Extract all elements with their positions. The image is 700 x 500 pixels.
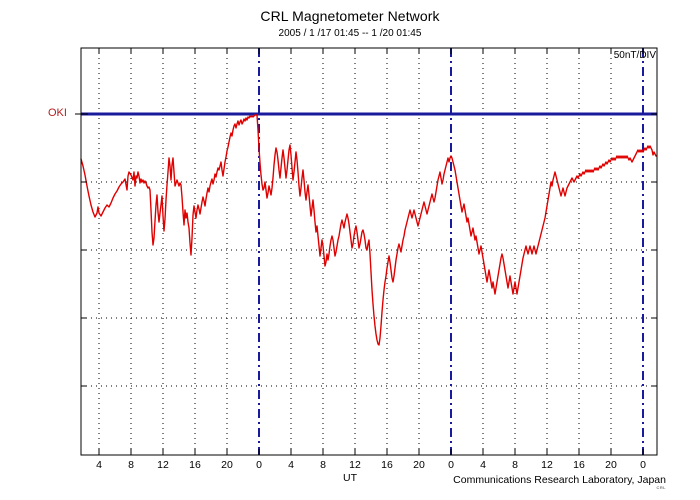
scale-label: 50nT/DIV [613, 50, 656, 61]
x-tick-label: 4 [480, 459, 486, 471]
x-tick-label: 0 [256, 459, 262, 471]
x-tick-label: 0 [640, 459, 646, 471]
x-tick-label: 12 [349, 459, 361, 471]
footer-subtext: CRL [656, 485, 666, 490]
x-tick-label: 8 [128, 459, 134, 471]
x-tick-label: 8 [512, 459, 518, 471]
x-tick-label: 12 [541, 459, 553, 471]
x-tick-label: 0 [448, 459, 454, 471]
x-tick-label: 4 [96, 459, 102, 471]
x-axis-name: UT [343, 472, 357, 484]
x-tick-label: 16 [573, 459, 585, 471]
x-tick-label: 12 [157, 459, 169, 471]
page-subtitle: 2005 / 1 /17 01:45 -- 1 /20 01:45 [278, 28, 422, 39]
station-label-oki: OKI [48, 107, 67, 119]
x-tick-label: 20 [221, 459, 233, 471]
x-tick-label: 20 [605, 459, 617, 471]
x-tick-label: 16 [189, 459, 201, 471]
data-trace [80, 114, 657, 346]
x-tick-label: 16 [381, 459, 393, 471]
x-tick-label: 20 [413, 459, 425, 471]
x-axis-tick-labels: 4 8 12 16 20 0 4 8 12 16 20 0 4 8 12 16 20 0 [0, 459, 700, 475]
x-tick-label: 8 [320, 459, 326, 471]
plot-frame [80, 47, 658, 456]
x-tick-label: 4 [288, 459, 294, 471]
page-title: CRL Magnetometer Network [260, 8, 440, 24]
footer-credit: Communications Research Laboratory, Japa… [453, 474, 666, 486]
